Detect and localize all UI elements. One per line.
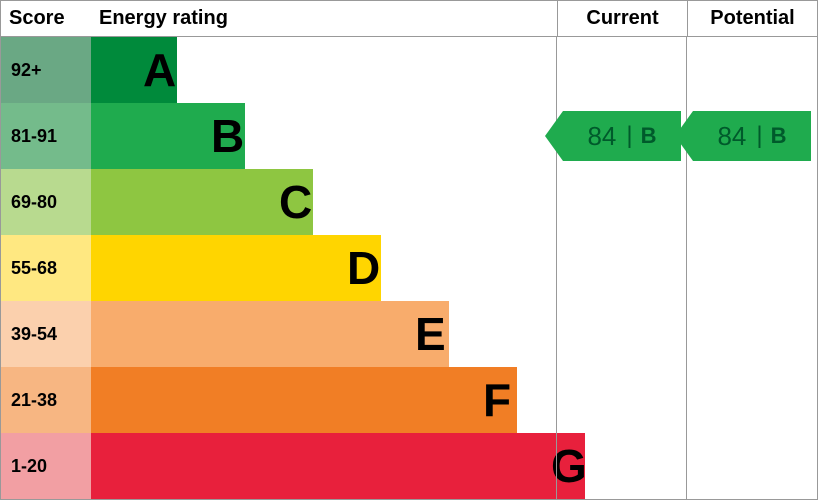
rating-letter-e: E xyxy=(415,301,446,367)
potential-separator: | xyxy=(756,122,762,150)
header-rating: Energy rating xyxy=(91,7,557,30)
rating-bar-d xyxy=(91,235,381,301)
rating-bar-f xyxy=(91,367,517,433)
score-range-g: 1-20 xyxy=(1,433,91,499)
potential-tag: 84 | B xyxy=(693,111,811,161)
rating-letter-d: D xyxy=(347,235,380,301)
score-range-e: 39-54 xyxy=(1,301,91,367)
score-range-a: 92+ xyxy=(1,37,91,103)
rating-letter-b: B xyxy=(211,103,244,169)
score-range-c: 69-80 xyxy=(1,169,91,235)
potential-tag-body xyxy=(693,111,811,161)
rating-letter-c: C xyxy=(279,169,312,235)
header-potential: Potential xyxy=(687,1,817,36)
current-tag-body xyxy=(563,111,681,161)
header-row: Score Energy rating Current Potential xyxy=(1,1,817,37)
potential-letter: B xyxy=(771,123,787,149)
current-column: 84 | B xyxy=(557,37,687,499)
current-score: 84 xyxy=(587,121,616,152)
rating-letter-a: A xyxy=(143,37,176,103)
rating-bar-g xyxy=(91,433,585,499)
header-current: Current xyxy=(557,1,687,36)
header-score: Score xyxy=(1,7,91,30)
score-range-b: 81-91 xyxy=(1,103,91,169)
rating-bar-e xyxy=(91,301,449,367)
potential-score: 84 xyxy=(717,121,746,152)
current-tag: 84 | B xyxy=(563,111,681,161)
potential-arrow-icon xyxy=(675,111,693,161)
current-arrow-icon xyxy=(545,111,563,161)
current-letter: B xyxy=(641,123,657,149)
current-separator: | xyxy=(626,122,632,150)
score-range-f: 21-38 xyxy=(1,367,91,433)
rating-letter-f: F xyxy=(483,367,511,433)
score-range-d: 55-68 xyxy=(1,235,91,301)
potential-column: 84 | B xyxy=(687,37,817,499)
epc-chart: Score Energy rating Current Potential 92… xyxy=(0,0,818,500)
